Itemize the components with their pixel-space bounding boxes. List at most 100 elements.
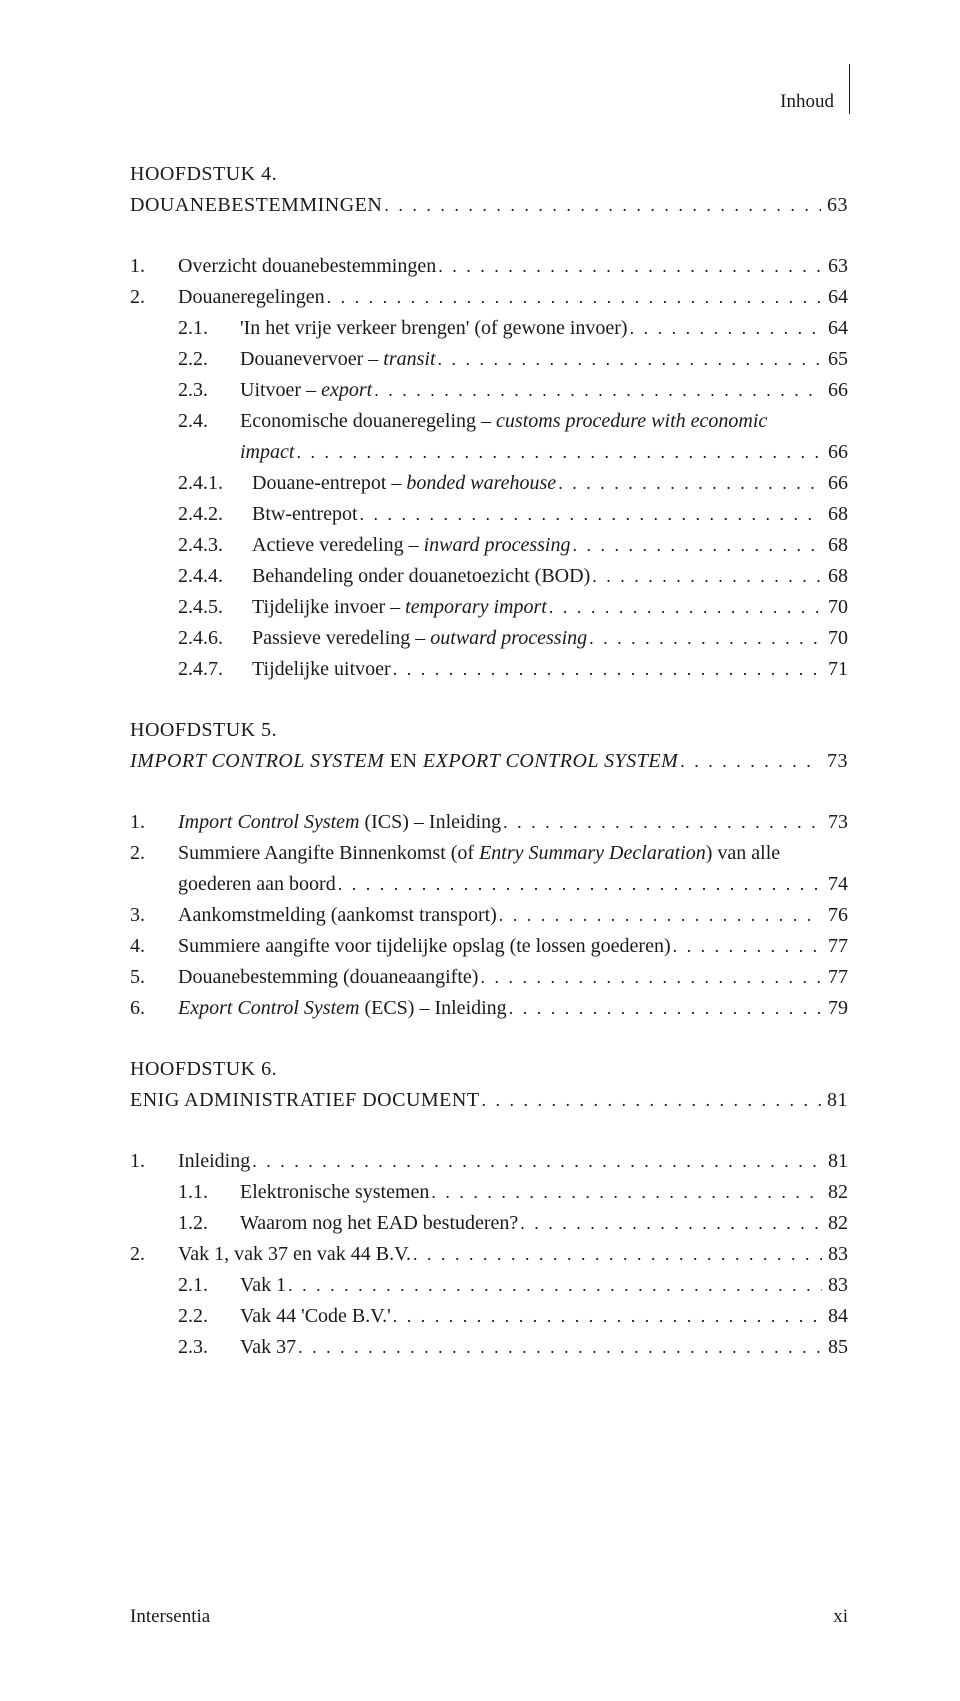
toc-entry: 1. Inleiding 81 [130,1146,848,1177]
chapter-4-title: DOUANEBESTEMMINGEN [130,190,382,221]
entry-text: Douanevervoer – [240,348,383,370]
entry-page: 76 [822,900,848,931]
entry-italic: bonded warehouse [406,472,556,494]
entry-label: Behandeling onder douanetoezicht (BOD) [252,561,590,592]
toc-entry: 2. Douaneregelingen 64 [130,282,848,313]
entry-num: 2.4.1. [178,468,252,499]
entry-text: Actieve veredeling – [252,534,424,556]
entry-label: Vak 44 'Code B.V.' [240,1301,391,1332]
chapter-6-title-row: ENIG ADMINISTRATIEF DOCUMENT 81 [130,1085,848,1116]
entry-page: 70 [822,623,848,654]
entry-num: 2.1. [178,313,240,344]
running-head-text: Inhoud [780,87,848,116]
entry-italic: temporary import [405,596,547,618]
leader [358,501,822,529]
entry-page: 68 [822,499,848,530]
entry-label: 'In het vrije verkeer brengen' (of gewon… [240,313,628,344]
leader [587,625,822,653]
leader [678,748,821,776]
entry-page: 73 [822,807,848,838]
toc-entry: 1.2. Waarom nog het EAD bestuderen? 82 [130,1208,848,1239]
entry-num: 2.4.6. [178,623,252,654]
leader [590,563,822,591]
toc-entry: 1. Overzicht douanebestemmingen 63 [130,251,848,282]
leader [391,656,822,684]
entry-num: 3. [130,900,178,931]
leader [250,1148,822,1176]
entry-page: 63 [822,251,848,282]
entry-num: 2. [130,838,178,869]
entry-page: 74 [822,869,848,900]
entry-num: 5. [130,962,178,993]
entry-page: 83 [822,1270,848,1301]
entry-label: Actieve veredeling – inward processing [252,530,570,561]
entry-italic: inward processing [424,534,571,556]
entry-label: Import Control System (ICS) – Inleiding [178,807,501,838]
chapter-5-page: 73 [821,746,848,777]
entry-label: Douane-entrepot – bonded warehouse [252,468,556,499]
leader [391,1303,822,1331]
entry-num: 2.4.5. [178,592,252,623]
entry-text: Uitvoer – [240,379,321,401]
leader [556,470,822,498]
entry-label: Tijdelijke uitvoer [252,654,391,685]
toc-entry: 2.4.3. Actieve veredeling – inward proce… [130,530,848,561]
leader [411,1241,822,1269]
entry-label: goederen aan boord [178,869,336,900]
toc-entry: 3. Aankomstmelding (aankomst transport) … [130,900,848,931]
page-footer: Intersentia xi [130,1602,848,1631]
entry-num: 2.2. [178,1301,240,1332]
entry-num: 6. [130,993,178,1024]
entry-label: Vak 37 [240,1332,296,1363]
entry-label: Summiere aangifte voor tijdelijke opslag… [178,931,671,962]
leader [570,532,822,560]
chapter-6-title: ENIG ADMINISTRATIEF DOCUMENT [130,1085,480,1116]
chapter-5-italic-a: IMPORT CONTROL SYSTEM [130,750,384,772]
entry-page: 81 [822,1146,848,1177]
entry-num: 2.4.3. [178,530,252,561]
entry-page: 85 [822,1332,848,1363]
entry-page: 82 [822,1177,848,1208]
chapter-5-title: IMPORT CONTROL SYSTEM EN EXPORT CONTROL … [130,746,678,777]
chapter-5-block: HOOFDSTUK 5. IMPORT CONTROL SYSTEM EN EX… [130,715,848,777]
entry-label: Passieve veredeling – outward processing [252,623,587,654]
entry-label: Elektronische systemen [240,1177,429,1208]
toc-entry: 2. Summiere Aangifte Binnenkomst (of Ent… [130,838,848,869]
entry-text: Douane-entrepot – [252,472,406,494]
toc-entry: 2.4.1. Douane-entrepot – bonded warehous… [130,468,848,499]
toc-entry: 2.1. Vak 1 83 [130,1270,848,1301]
chapter-5-entries: 1. Import Control System (ICS) – Inleidi… [130,807,848,1024]
leader [478,964,822,992]
toc-entry: 2.4.2. Btw-entrepot 68 [130,499,848,530]
entry-num: 1. [130,807,178,838]
toc-entry: 5. Douanebestemming (douaneaangifte) 77 [130,962,848,993]
footer-publisher: Intersentia [130,1602,210,1631]
entry-page: 68 [822,530,848,561]
entry-num: 1.2. [178,1208,240,1239]
chapter-5-title-row: IMPORT CONTROL SYSTEM EN EXPORT CONTROL … [130,746,848,777]
leader [547,594,822,622]
toc-entry: 2.4. Economische douaneregeling – custom… [130,406,848,437]
chapter-6-page: 81 [821,1085,848,1116]
toc-entry: 4. Summiere aangifte voor tijdelijke ops… [130,931,848,962]
entry-page: 64 [822,313,848,344]
entry-page: 83 [822,1239,848,1270]
entry-italic: transit [383,348,435,370]
chapter-4-num: HOOFDSTUK 4. [130,159,848,190]
entry-num: 2.4.2. [178,499,252,530]
entry-num: 2.4.4. [178,561,252,592]
entry-num: 2.2. [178,344,240,375]
toc-entry: 2.3. Vak 37 85 [130,1332,848,1363]
chapter-5-mid: EN [384,750,423,772]
entry-page: 84 [822,1301,848,1332]
entry-page: 79 [822,993,848,1024]
entry-label: Douaneregelingen [178,282,325,313]
entry-page: 71 [822,654,848,685]
entry-label: Btw-entrepot [252,499,358,530]
entry-page: 66 [822,468,848,499]
chapter-4-title-row: DOUANEBESTEMMINGEN 63 [130,190,848,221]
leader [336,871,822,899]
entry-italic: customs procedure with economic [496,410,767,432]
entry-label: Uitvoer – export [240,375,372,406]
chapter-4-entries: 1. Overzicht douanebestemmingen 63 2. Do… [130,251,848,685]
